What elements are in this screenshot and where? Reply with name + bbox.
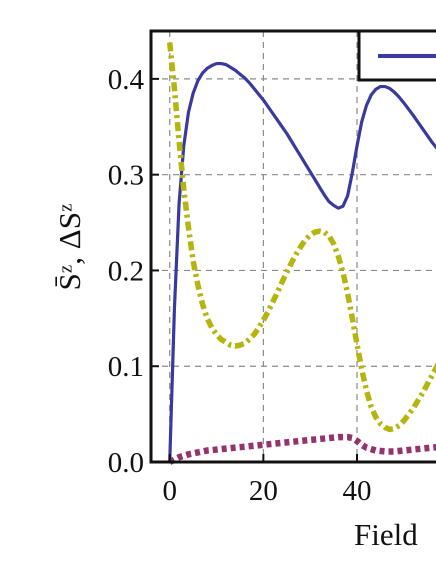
plot-frame [149,29,436,464]
x-axis-label: Field [354,517,418,552]
series-line-solid [168,61,436,464]
y-axis-label: S̄ᶻ, ΔSᶻ [52,204,87,291]
x-tick-label-0: 0 [162,475,177,507]
y-tick-label-2: 0.2 [108,255,144,287]
x-tick-label-1: 20 [249,475,278,507]
y-tick-label-0: 0.0 [108,447,144,479]
series-line-dotted [168,433,436,465]
x-tick-label-2: 40 [343,475,372,507]
y-tick-label-3: 0.3 [108,160,144,192]
legend [357,29,436,82]
y-tick-label-1: 0.1 [108,351,144,383]
axis-ticks: 02040600.00.10.20.30.4 [108,64,372,507]
y-tick-label-4: 0.4 [108,64,145,96]
series-line-dashdot [166,42,436,433]
data-series [166,42,436,465]
